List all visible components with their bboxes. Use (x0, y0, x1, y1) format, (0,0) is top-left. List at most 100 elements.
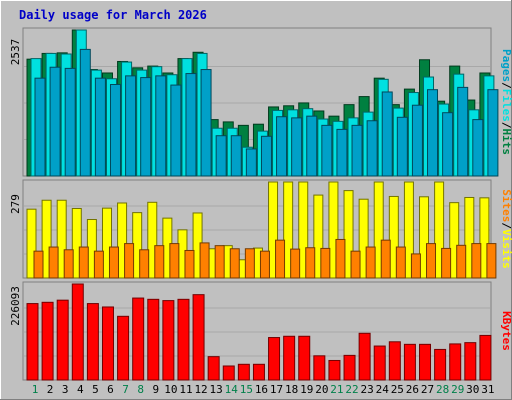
bar-pages-day-22 (351, 124, 363, 177)
bar-pages-day-14 (230, 135, 242, 177)
x-tick-label-day-15: 15 (240, 383, 253, 396)
bar-sites-day-1 (33, 250, 44, 279)
x-tick-label-day-11: 11 (179, 383, 192, 396)
bar-visits-day-20 (313, 194, 324, 279)
legend-files: Files (500, 89, 512, 122)
bar-visits-day-26 (403, 181, 414, 279)
bar-kbytes-day-25 (388, 341, 401, 381)
x-tick-label-day-22: 22 (345, 383, 358, 396)
bar-kbytes-day-3 (56, 299, 69, 381)
bar-sites-day-13 (214, 245, 225, 279)
bar-sites-day-25 (395, 246, 406, 279)
legend-kbytes: KBytes (500, 311, 512, 351)
bar-sites-day-8 (139, 249, 150, 279)
bar-sites-day-14 (229, 248, 240, 279)
bar-pages-day-18 (291, 117, 303, 177)
x-tick-label-day-26: 26 (406, 383, 419, 396)
panel-visits: 279 Sites/Visits (9, 179, 512, 279)
x-tick-label-day-1: 1 (32, 383, 39, 396)
bar-kbytes-day-9 (147, 298, 160, 381)
bar-sites-day-19 (305, 247, 316, 279)
bar-kbytes-day-19 (298, 335, 311, 381)
bar-kbytes-day-28 (434, 348, 447, 381)
bar-visits-day-17 (268, 181, 279, 279)
legend-visits: Visits (500, 229, 512, 269)
bar-visits-day-2 (41, 199, 52, 279)
panel-hits-max-label: 2537 (9, 39, 22, 66)
bar-kbytes-day-20 (313, 355, 326, 381)
bar-visits-day-21 (328, 181, 339, 279)
bar-visits-day-1 (26, 208, 37, 279)
bar-visits-day-22 (343, 190, 354, 279)
bar-sites-day-24 (380, 239, 391, 279)
x-tick-label-day-9: 9 (152, 383, 159, 396)
x-tick-label-day-5: 5 (92, 383, 99, 396)
bar-kbytes-day-31 (479, 334, 492, 381)
bar-visits-day-9 (147, 201, 158, 279)
x-tick-label-day-3: 3 (62, 383, 69, 396)
bar-sites-day-23 (365, 246, 376, 279)
bar-kbytes-day-5 (86, 303, 99, 381)
bar-pages-day-10 (170, 84, 182, 177)
panel-visits-legend: Sites/Visits (500, 189, 512, 269)
bar-sites-day-21 (335, 238, 346, 279)
bar-kbytes-day-14 (222, 365, 235, 381)
x-tick-label-day-20: 20 (315, 383, 328, 396)
bar-kbytes-day-23 (358, 332, 371, 381)
bar-visits-day-6 (101, 207, 112, 279)
bar-pages-day-17 (276, 116, 288, 177)
x-tick-label-day-30: 30 (466, 383, 479, 396)
legend-sites: Sites (500, 189, 512, 222)
bar-sites-day-7 (124, 243, 135, 279)
bar-pages-day-9 (155, 75, 167, 177)
bar-kbytes-day-13 (207, 356, 220, 381)
legend-separator: / (500, 122, 512, 129)
bar-sites-day-6 (108, 246, 119, 279)
x-axis-labels: 1 2 3 4 5 6 7 8 9 10 11 12 13 14 15 16 17 18 19 20 21 22 23 24 2… (32, 383, 495, 396)
bar-visits-day-23 (358, 198, 369, 279)
bar-visits-day-4 (71, 207, 82, 279)
x-tick-label-day-21: 21 (330, 383, 343, 396)
x-tick-label-day-13: 13 (210, 383, 223, 396)
x-tick-label-day-6: 6 (107, 383, 114, 396)
bar-kbytes-day-24 (373, 345, 386, 381)
bar-pages-day-24 (381, 91, 393, 177)
bar-pages-day-21 (336, 128, 348, 177)
x-tick-label-day-16: 16 (255, 383, 268, 396)
bar-sites-day-17 (275, 239, 286, 279)
bar-pages-day-31 (487, 89, 499, 177)
x-tick-label-day-31: 31 (481, 383, 494, 396)
x-tick-label-day-25: 25 (391, 383, 404, 396)
legend-separator: / (500, 82, 512, 89)
bar-sites-day-29 (456, 244, 467, 279)
bar-sites-day-16 (259, 250, 270, 279)
bar-kbytes-day-30 (464, 342, 477, 381)
bar-visits-day-28 (434, 181, 445, 279)
bar-visits-day-3 (56, 199, 67, 279)
bar-pages-day-28 (442, 112, 454, 177)
bar-sites-day-10 (169, 243, 180, 279)
bar-kbytes-day-16 (252, 363, 265, 381)
panel-hits: 2537 Pages/Files/Hits (9, 27, 512, 177)
bar-pages-day-8 (140, 77, 152, 177)
bar-pages-day-23 (366, 120, 378, 177)
x-tick-label-day-23: 23 (361, 383, 374, 396)
bar-sites-day-22 (350, 250, 361, 279)
bar-kbytes-day-4 (71, 283, 84, 381)
bar-pages-day-20 (321, 124, 333, 177)
bar-pages-day-13 (215, 135, 227, 177)
panel-kbytes-max-label: 226093 (9, 286, 22, 326)
bar-kbytes-day-8 (132, 297, 145, 381)
bar-kbytes-day-11 (177, 298, 190, 381)
bar-visits-day-25 (388, 195, 399, 279)
bar-visits-day-18 (283, 181, 294, 279)
bar-pages-day-30 (472, 119, 484, 177)
x-tick-label-day-12: 12 (194, 383, 207, 396)
bar-pages-day-27 (427, 89, 439, 177)
legend-hits: Hits (500, 129, 512, 156)
bar-sites-day-28 (441, 247, 452, 279)
bar-sites-day-5 (93, 250, 104, 279)
bar-kbytes-day-12 (192, 294, 205, 381)
